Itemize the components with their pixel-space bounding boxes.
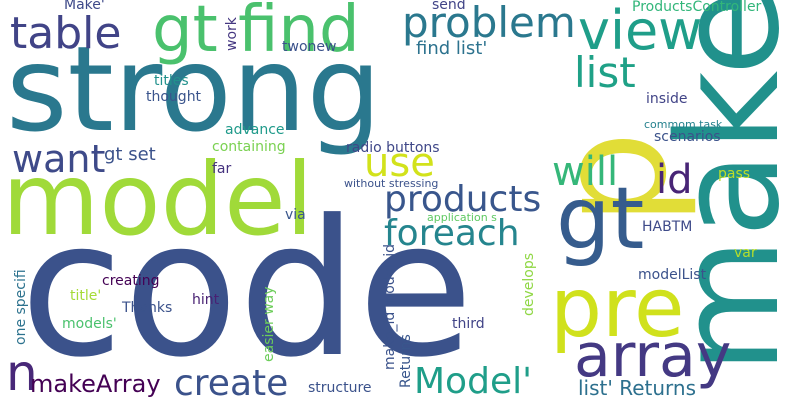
word-strong: strong — [6, 20, 382, 158]
word-application-s: application s — [427, 211, 497, 224]
word-thanks: Thanks — [122, 300, 173, 316]
word-problem: problem — [402, 0, 576, 47]
word-makearray: makeArray — [30, 370, 161, 398]
word-view: view — [578, 0, 703, 62]
word-scenarios: scenarios — [654, 129, 721, 145]
word-make-id-model-id: make_id model_id — [382, 243, 398, 370]
word-model: model — [2, 141, 314, 258]
word-pass: pass — [718, 166, 751, 182]
word-habtm: HABTM — [642, 219, 693, 235]
word-pre: pre — [550, 261, 685, 356]
word-n: n — [6, 344, 38, 400]
word-will: will — [552, 149, 619, 195]
word-make-quote: Make' — [64, 0, 105, 13]
word-models-quote: models' — [62, 316, 117, 332]
word-send: send — [432, 0, 466, 13]
word-array: array — [574, 321, 732, 391]
word-radio-buttons: radio buttons — [346, 140, 440, 156]
word-title-quote: title' — [70, 288, 102, 304]
word-want: want — [12, 137, 106, 181]
word-returns: Returns — [398, 334, 414, 388]
word-id: id — [656, 157, 693, 203]
word-gt-set: gt set — [104, 144, 156, 165]
word-thought: thought — [146, 89, 202, 105]
word-gt: gt — [556, 169, 645, 269]
word-find-list: find list' — [416, 38, 488, 59]
word-code: code — [20, 180, 474, 399]
word-foreach: foreach — [384, 213, 520, 254]
word-var: var — [734, 245, 757, 261]
word-list: list — [574, 48, 636, 97]
word-far: far — [212, 161, 232, 177]
word-easier-way: easier way — [261, 286, 277, 362]
word-create: create — [174, 363, 289, 400]
word-model-quote: Model' — [414, 361, 532, 400]
word-table: table — [10, 8, 122, 59]
word-hint: hint — [192, 292, 220, 308]
word-structure: structure — [308, 380, 372, 396]
word-one-specifi: one specifi — [13, 269, 29, 345]
word-develops: develops — [521, 252, 537, 316]
word-twonew: twonew — [282, 39, 337, 55]
word-titles: titles — [154, 73, 189, 89]
word-common-task: commom task — [644, 118, 723, 131]
word-work: work — [224, 17, 240, 51]
word-list-returns: list' Returns — [578, 376, 697, 400]
word-via: via — [285, 207, 306, 223]
word-without-stressing: without stressing — [344, 177, 439, 190]
word-gt-find: gt find — [152, 0, 360, 67]
word-use: use — [364, 140, 435, 186]
word-inside: inside — [646, 91, 688, 107]
word-modellist: modelList — [638, 267, 707, 283]
word-productscontroller: ProductsController — [632, 0, 762, 15]
word-containing: containing — [212, 139, 286, 155]
word-advance: advance — [225, 122, 285, 138]
word-third: third — [452, 316, 485, 332]
word-creating: creating — [102, 273, 160, 289]
word-products: products — [384, 179, 542, 220]
